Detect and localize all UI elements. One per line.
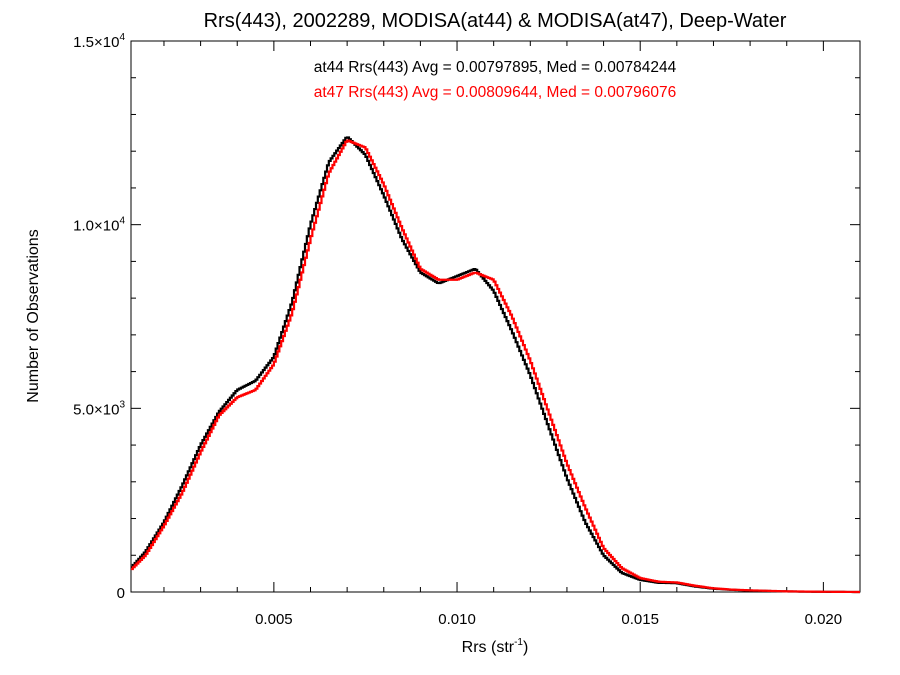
y-tick-label: 1.0×104 (73, 216, 125, 235)
y-axis-label: Number of Observations (25, 229, 42, 402)
y-tick-label: 5.0×103 (73, 399, 125, 418)
series-layer (131, 136, 860, 594)
annotation-at44: at44 Rrs(443) Avg = 0.00797895, Med = 0.… (314, 59, 677, 76)
plot-frame (130, 40, 861, 593)
x-axis-label-main: Rrs (str (462, 639, 515, 656)
x-tick-label: 0.020 (805, 611, 843, 628)
y-axis: 0 5.0×103 1.0×104 1.5×104 (73, 32, 860, 602)
x-tick-label: 0.015 (621, 611, 659, 628)
x-tick-label: 0.005 (255, 611, 293, 628)
chart-title: Rrs(443), 2002289, MODISA(at44) & MODISA… (204, 10, 787, 32)
series-line-at47 (131, 139, 860, 594)
x-tick-label: 0.010 (438, 611, 476, 628)
y-tick-label: 1.5×104 (73, 32, 125, 51)
series-line-at44 (131, 136, 860, 594)
y-tick-label: 0 (117, 585, 125, 602)
x-axis-label-sup: -1 (514, 637, 523, 648)
x-axis-label: Rrs (str-1) (462, 637, 529, 656)
x-axis-label-close: ) (523, 639, 528, 656)
x-axis: 0.005 0.010 0.015 0.020 (163, 41, 861, 628)
annotation-at47: at47 Rrs(443) Avg = 0.00809644, Med = 0.… (314, 84, 677, 101)
